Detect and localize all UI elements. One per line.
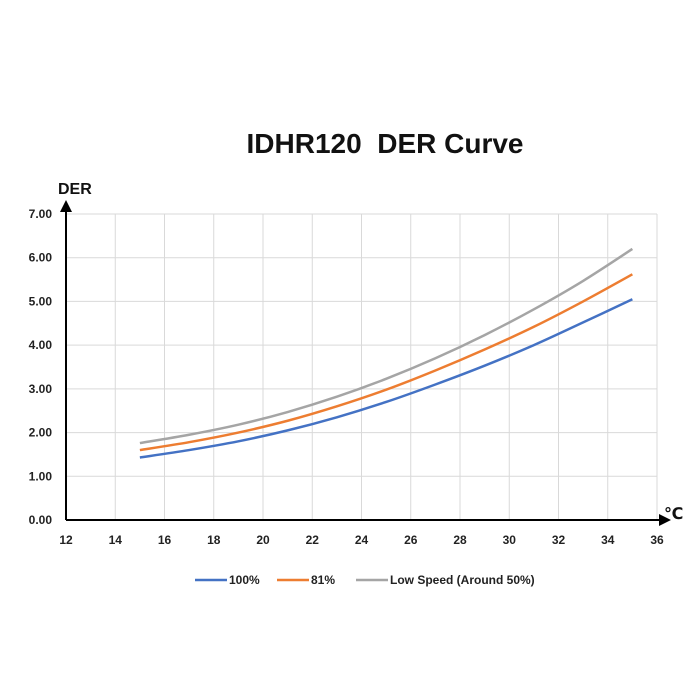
legend-label: 81% xyxy=(311,573,335,587)
x-tick-label: 14 xyxy=(109,533,123,547)
x-tick-label: 26 xyxy=(404,533,418,547)
series-lines xyxy=(139,247,634,459)
x-tick-label: 30 xyxy=(503,533,517,547)
x-tick-label: 16 xyxy=(158,533,172,547)
x-tick-label: 12 xyxy=(59,533,73,547)
x-axis-label: ℃ xyxy=(664,506,683,523)
y-tick-label: 6.00 xyxy=(29,251,53,265)
y-axis-arrow xyxy=(60,200,72,212)
axes: DER ℃ xyxy=(58,181,683,526)
y-tick-label: 7.00 xyxy=(29,207,53,221)
legend-label: 100% xyxy=(229,573,260,587)
y-tick-label: 5.00 xyxy=(29,294,53,308)
chart-title: IDHR120 DER Curve xyxy=(246,128,524,159)
x-axis-arrow xyxy=(659,514,671,526)
x-tick-label: 20 xyxy=(256,533,270,547)
x-tick-label: 28 xyxy=(453,533,467,547)
x-tick-label: 22 xyxy=(306,533,320,547)
x-tick-label: 32 xyxy=(552,533,566,547)
y-tick-label: 4.00 xyxy=(29,338,53,352)
x-tick-label: 36 xyxy=(650,533,664,547)
series-line-1 xyxy=(139,298,633,459)
x-tick-label: 18 xyxy=(207,533,221,547)
y-tick-label: 3.00 xyxy=(29,382,53,396)
y-tick-label: 0.00 xyxy=(29,513,53,527)
x-tick-label: 24 xyxy=(355,533,369,547)
legend-label: Low Speed (Around 50%) xyxy=(390,573,535,587)
y-tick-label: 2.00 xyxy=(29,426,53,440)
y-tick-label: 1.00 xyxy=(29,469,53,483)
legend: 100% 81% Low Speed (Around 50%) xyxy=(195,573,535,587)
series-line-2 xyxy=(139,273,633,452)
x-tick-label: 34 xyxy=(601,533,615,547)
y-axis-label: DER xyxy=(58,181,92,198)
series-line-3 xyxy=(139,247,634,445)
tick-labels: 12 14 16 18 20 22 24 26 28 30 32 34 36 0.00 1.00 2.00 3.… xyxy=(29,207,664,547)
grid xyxy=(65,213,658,521)
